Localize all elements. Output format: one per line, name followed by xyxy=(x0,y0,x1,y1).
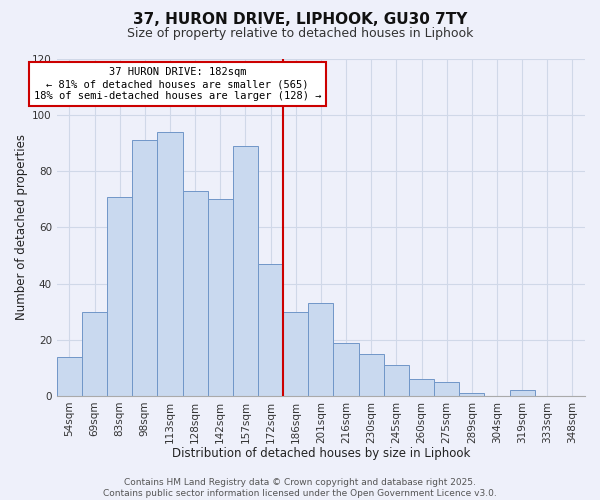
Bar xyxy=(132,140,157,396)
Bar xyxy=(233,146,258,396)
Text: Size of property relative to detached houses in Liphook: Size of property relative to detached ho… xyxy=(127,28,473,40)
Bar xyxy=(409,379,434,396)
Bar xyxy=(107,196,132,396)
Text: 37 HURON DRIVE: 182sqm
← 81% of detached houses are smaller (565)
18% of semi-de: 37 HURON DRIVE: 182sqm ← 81% of detached… xyxy=(34,68,321,100)
Bar xyxy=(208,200,233,396)
Bar xyxy=(509,390,535,396)
Bar xyxy=(157,132,182,396)
Bar xyxy=(334,342,359,396)
Bar xyxy=(359,354,384,396)
X-axis label: Distribution of detached houses by size in Liphook: Distribution of detached houses by size … xyxy=(172,447,470,460)
Bar xyxy=(283,312,308,396)
Text: 37, HURON DRIVE, LIPHOOK, GU30 7TY: 37, HURON DRIVE, LIPHOOK, GU30 7TY xyxy=(133,12,467,28)
Bar xyxy=(82,312,107,396)
Bar xyxy=(384,365,409,396)
Bar xyxy=(434,382,459,396)
Y-axis label: Number of detached properties: Number of detached properties xyxy=(15,134,28,320)
Text: Contains HM Land Registry data © Crown copyright and database right 2025.
Contai: Contains HM Land Registry data © Crown c… xyxy=(103,478,497,498)
Bar xyxy=(182,191,208,396)
Bar xyxy=(258,264,283,396)
Bar xyxy=(459,393,484,396)
Bar xyxy=(57,356,82,396)
Bar xyxy=(308,303,334,396)
